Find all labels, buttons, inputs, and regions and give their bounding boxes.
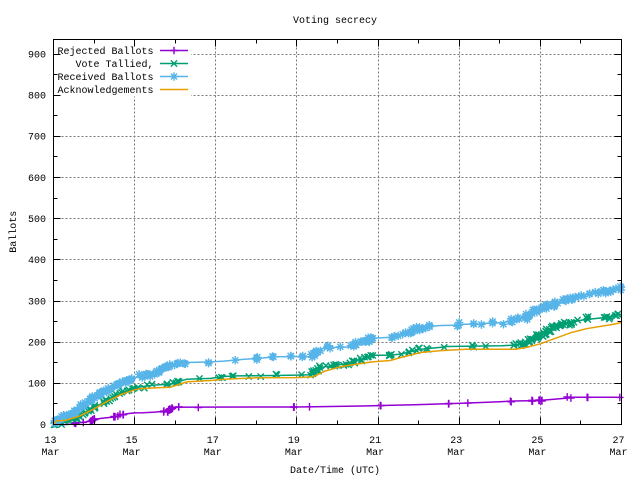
svg-text:Received Ballots: Received Ballots: [57, 72, 153, 84]
svg-text:19: 19: [288, 436, 300, 447]
svg-text:Mar: Mar: [447, 448, 465, 459]
svg-text:15: 15: [126, 436, 138, 447]
svg-text:600: 600: [28, 174, 46, 185]
svg-text:Acknowledgements: Acknowledgements: [57, 85, 153, 97]
svg-text:Vote Tallied,: Vote Tallied,: [75, 59, 153, 71]
svg-text:Mar: Mar: [204, 448, 222, 459]
svg-text:Mar: Mar: [285, 448, 303, 459]
svg-text:25: 25: [531, 436, 543, 447]
svg-text:Mar: Mar: [528, 448, 546, 459]
svg-text:200: 200: [28, 339, 46, 350]
svg-text:Voting secrecy: Voting secrecy: [293, 15, 377, 27]
svg-text:Rejected Ballots: Rejected Ballots: [57, 46, 153, 58]
svg-text:100: 100: [28, 380, 46, 391]
svg-text:900: 900: [28, 50, 46, 61]
svg-text:700: 700: [28, 133, 46, 144]
svg-text:Mar: Mar: [123, 448, 141, 459]
svg-text:21: 21: [369, 436, 381, 447]
svg-text:27: 27: [612, 436, 624, 447]
svg-text:17: 17: [207, 436, 219, 447]
svg-text:400: 400: [28, 256, 46, 267]
svg-text:300: 300: [28, 297, 46, 308]
svg-text:800: 800: [28, 92, 46, 103]
svg-text:Mar: Mar: [609, 448, 627, 459]
svg-text:Date/Time (UTC): Date/Time (UTC): [290, 465, 380, 477]
svg-text:Ballots: Ballots: [8, 211, 20, 253]
svg-text:23: 23: [450, 436, 462, 447]
svg-text:Mar: Mar: [41, 448, 59, 459]
svg-text:0: 0: [40, 421, 46, 432]
svg-text:500: 500: [28, 215, 46, 226]
svg-text:13: 13: [44, 436, 56, 447]
svg-text:Mar: Mar: [366, 448, 384, 459]
